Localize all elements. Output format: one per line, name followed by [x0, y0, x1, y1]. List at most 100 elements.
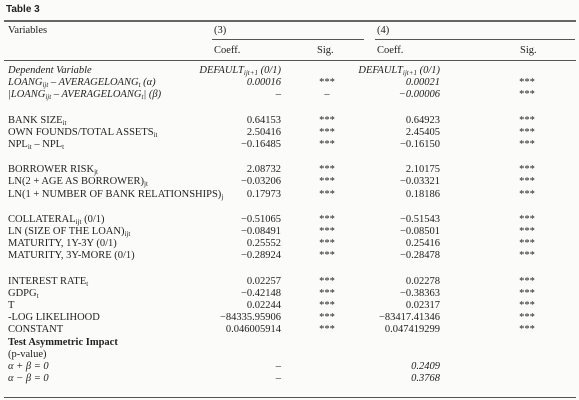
coeff-cell: –: [276, 361, 281, 373]
text: α + β = 0: [8, 361, 49, 372]
row-label: COLLATERALijt (0/1): [8, 214, 105, 226]
sig-cell: ***: [519, 250, 535, 262]
text: 0.3768: [411, 373, 440, 385]
sig-cell: ***: [519, 126, 535, 138]
row-label: BORROWER RISKjt: [8, 164, 98, 176]
bottom-rule: [4, 397, 576, 398]
coeff-cell: −84335.95906: [220, 312, 281, 324]
sig-cell: ***: [519, 312, 535, 324]
sig-cell: ***: [519, 114, 535, 126]
coeff-cell: DEFAULTijt+1 (0/1): [199, 65, 281, 77]
text: −0.16485: [240, 139, 281, 150]
text: Dependent Variable: [8, 65, 92, 76]
sig-cell: ***: [319, 300, 335, 311]
text: INTEREST RATE: [8, 275, 87, 287]
coeff-cell: −0.51543: [400, 214, 440, 226]
subscript: ijt: [45, 93, 52, 102]
text: −0.51065: [240, 213, 281, 225]
sig-cell: ***: [319, 139, 335, 150]
subscript: jt: [144, 180, 148, 189]
row-label: CONSTANT: [8, 324, 63, 336]
text: BANK SIZE: [8, 114, 63, 126]
header-coeff: Coeff.: [214, 45, 241, 56]
subscript: it: [27, 143, 32, 151]
subscript: t: [62, 143, 65, 151]
text: 0.00021: [405, 77, 440, 89]
sig-cell: ***: [319, 287, 335, 299]
text: OWN FOUNDS/TOTAL ASSETS: [8, 126, 154, 138]
text: (p-value): [8, 348, 47, 360]
sig-cell: ***: [519, 89, 535, 101]
coeff-cell: 2.45405: [406, 127, 440, 139]
text: −0.28478: [399, 250, 440, 262]
text: GDPG: [8, 287, 37, 299]
text: −0.03206: [240, 176, 281, 188]
sig-cell: ***: [319, 176, 335, 188]
text: (0/1): [416, 65, 440, 76]
sig-cell: ***: [319, 312, 335, 324]
coeff-cell: −0.00006: [399, 89, 440, 101]
top-rule: [4, 20, 576, 22]
coeff-cell: −0.42148: [241, 288, 281, 300]
text: MATURITY, 1Y-3Y (0/1): [8, 238, 117, 250]
sig-cell: ***: [319, 126, 335, 138]
coeff-cell: −0.28478: [400, 250, 440, 262]
sig-cell: ***: [519, 287, 535, 299]
sig-cell: ***: [319, 188, 335, 200]
row-label: LN(1 + NUMBER OF BANK RELATIONSHIPS)j: [8, 189, 223, 201]
header-rule: [4, 60, 576, 61]
coeff-cell: 2.10175: [406, 164, 440, 176]
text: −83417.41346: [378, 312, 440, 324]
row-label: α + β = 0: [8, 361, 49, 373]
row-label: MATURITY, 1Y-3Y (0/1): [8, 238, 117, 250]
sig-cell: ***: [319, 77, 335, 89]
coeff-cell: 0.64923: [406, 115, 440, 127]
header-sig: Sig.: [317, 45, 334, 56]
header-col3: (3): [214, 25, 227, 36]
coeff-cell: 0.25416: [406, 238, 440, 250]
text: −0.08501: [399, 226, 440, 237]
coeff-cell: −0.03321: [400, 176, 440, 188]
text: −0.00006: [398, 89, 440, 101]
row-label: -LOG LIKELIHOOD: [8, 312, 100, 324]
table-title: Table 3: [6, 4, 40, 15]
text: 0.64923: [405, 114, 440, 126]
subscript: ijt: [42, 81, 49, 90]
sig-cell: ***: [319, 238, 335, 250]
text: LN (SIZE OF THE LOAN): [8, 226, 125, 237]
text: -LOG LIKELIHOOD: [8, 312, 100, 324]
sig-cell: ***: [319, 213, 335, 225]
text: – AVERAGELOANG: [51, 89, 142, 101]
coeff-cell: 0.3768: [411, 373, 440, 385]
text: 0.02278: [405, 275, 440, 287]
row-label: OWN FOUNDS/TOTAL ASSETSit: [8, 127, 157, 139]
subscript: ijt: [124, 230, 131, 238]
sig-cell: ***: [519, 238, 535, 250]
coeff-cell: 2.50416: [247, 127, 281, 139]
row-label: BANK SIZEit: [8, 115, 66, 127]
header-col4: (4): [377, 25, 390, 36]
text: 0.02244: [246, 300, 281, 311]
sig-cell: ***: [319, 226, 335, 237]
text: COLLATERAL: [8, 213, 76, 225]
sig-cell: ***: [519, 188, 535, 200]
subscript: ijt+1: [243, 69, 258, 77]
subscript: t: [36, 291, 39, 300]
text: 0.25552: [246, 238, 281, 250]
text: 0.17973: [246, 188, 281, 200]
coeff-cell: 0.2409: [411, 361, 440, 373]
coeff-cell: 0.046005914: [226, 324, 281, 336]
text: 0.00016: [246, 77, 281, 89]
coeff-cell: −0.08501: [400, 226, 440, 238]
text: α − β = 0: [8, 373, 49, 385]
text: −0.08491: [240, 226, 281, 237]
sig-cell: ***: [519, 300, 535, 311]
text: 0.02257: [246, 275, 281, 287]
text: –: [275, 361, 281, 372]
text: –: [275, 373, 281, 385]
subscript: t: [138, 81, 141, 90]
coeff-cell: 0.64153: [247, 115, 281, 127]
sig-cell: ***: [519, 275, 535, 287]
text: −0.03321: [399, 176, 440, 188]
